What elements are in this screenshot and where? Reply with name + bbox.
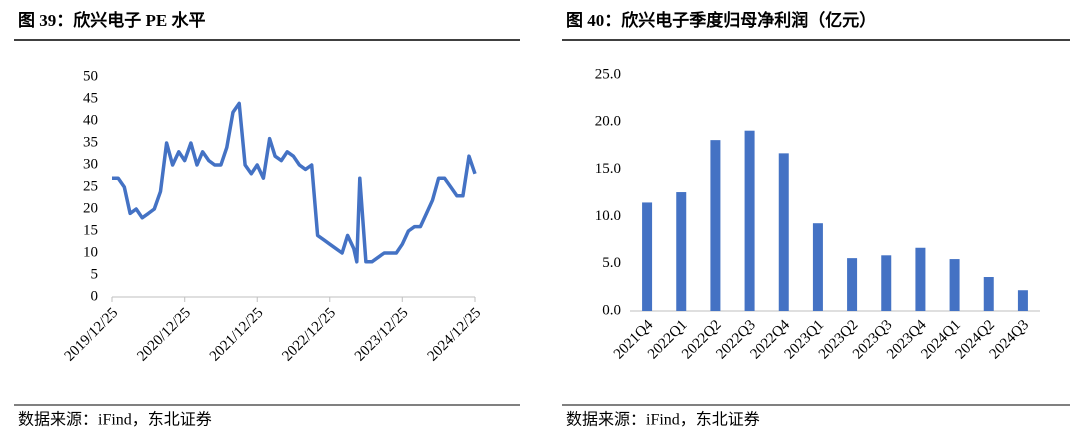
y-tick-label: 50: [83, 68, 98, 84]
x-tick-label: 2021/12/25: [207, 305, 267, 365]
y-tick-label: 25: [83, 178, 98, 194]
y-tick-label: 40: [83, 112, 98, 128]
y-tick-label: 20: [83, 200, 98, 216]
y-tick-label: 15.0: [595, 161, 621, 177]
bar: [642, 202, 653, 311]
x-tick-label: 2023/12/25: [352, 305, 412, 365]
bar: [744, 130, 755, 311]
bar: [778, 153, 789, 311]
source: 数据来源：iFind，东北证券: [18, 411, 212, 429]
y-tick-label: 20.0: [595, 114, 621, 130]
y-tick-label: 25.0: [595, 66, 621, 82]
x-tick-label: 2024/12/25: [425, 305, 485, 365]
y-tick-label: 35: [83, 134, 98, 150]
bar: [983, 277, 994, 311]
y-tick-label: 5: [91, 266, 99, 282]
y-tick-label: 30: [83, 156, 98, 172]
y-tick-label: 10: [83, 244, 98, 260]
y-tick-label: 0.0: [602, 302, 621, 318]
source: 数据来源：iFind，东北证券: [566, 411, 760, 429]
y-tick-label: 45: [83, 90, 98, 106]
chart-title: 图 39：欣兴电子 PE 水平: [18, 10, 205, 30]
y-tick-label: 0: [91, 288, 99, 304]
bar: [812, 223, 823, 311]
y-tick-label: 15: [83, 222, 98, 238]
line: [112, 101, 477, 264]
y-tick-label: 5.0: [602, 255, 621, 271]
chart-title: 图 40：欣兴电子季度归母净利润（亿元）: [566, 10, 876, 30]
bar: [949, 259, 960, 311]
bar: [881, 255, 892, 311]
bar: [1017, 290, 1028, 311]
bar: [676, 192, 687, 311]
bar: [710, 140, 721, 311]
bar: [915, 247, 926, 311]
x-tick-label: 2020/12/25: [134, 305, 194, 365]
x-tick-label: 2019/12/25: [62, 305, 122, 365]
bar: [847, 258, 858, 311]
x-tick-label: 2022/12/25: [279, 305, 339, 365]
y-tick-label: 10.0: [595, 208, 621, 224]
